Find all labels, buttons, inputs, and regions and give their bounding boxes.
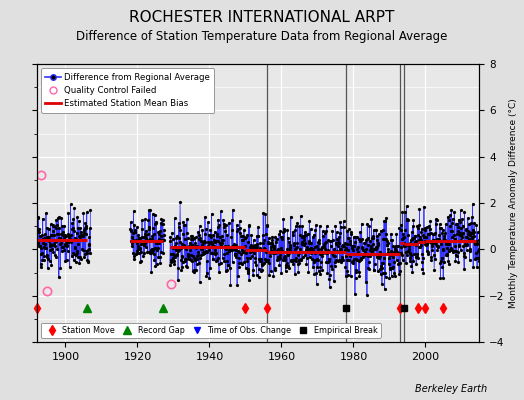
Text: Berkeley Earth: Berkeley Earth xyxy=(415,384,487,394)
Text: ROCHESTER INTERNATIONAL ARPT: ROCHESTER INTERNATIONAL ARPT xyxy=(129,10,395,25)
Y-axis label: Monthly Temperature Anomaly Difference (°C): Monthly Temperature Anomaly Difference (… xyxy=(509,98,518,308)
Text: Difference of Station Temperature Data from Regional Average: Difference of Station Temperature Data f… xyxy=(77,30,447,43)
Legend: Station Move, Record Gap, Time of Obs. Change, Empirical Break: Station Move, Record Gap, Time of Obs. C… xyxy=(41,322,381,338)
